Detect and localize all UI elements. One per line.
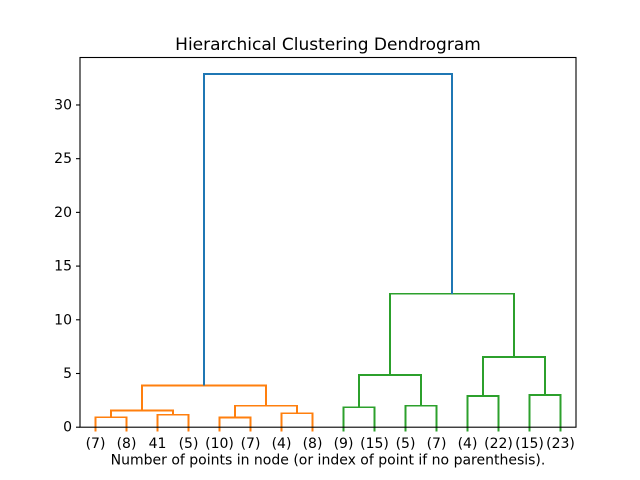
x-axis-label: Number of points in node (or index of po… — [111, 453, 546, 469]
chart-title: Hierarchical Clustering Dendrogram — [175, 35, 481, 55]
x-tick-label: (7) — [86, 436, 106, 452]
y-tick-label: 10 — [54, 312, 72, 328]
y-tick-label: 5 — [63, 366, 72, 382]
x-tick-label: (4) — [272, 436, 292, 452]
dendrogram-link — [141, 384, 267, 411]
dendrogram-link — [203, 73, 453, 386]
x-tick-label: (5) — [396, 436, 416, 452]
y-tick-label: 0 — [63, 420, 72, 436]
x-tick-label: (15) — [360, 436, 389, 452]
x-tick-label: (7) — [427, 436, 447, 452]
x-axis-ticks: (7) (8) 41 (5) (10) (7) (4) (8) (9) (15) (5) (7) (4)… — [86, 427, 575, 452]
dendrogram-link — [110, 409, 174, 418]
x-tick-label: 41 — [149, 436, 167, 452]
y-tick-label: 20 — [54, 205, 72, 221]
y-axis-ticks: 0 5 10 15 20 25 30 — [54, 97, 80, 436]
x-tick-label: (10) — [205, 436, 234, 452]
dendrogram-link — [218, 416, 252, 428]
x-tick-label: (5) — [179, 436, 199, 452]
x-tick-label: (8) — [117, 436, 137, 452]
x-tick-label: (22) — [484, 436, 513, 452]
dendrogram-link — [389, 292, 515, 375]
dendrogram-links — [94, 73, 562, 428]
x-tick-label: (9) — [334, 436, 354, 452]
dendrogram-link — [280, 412, 314, 428]
x-tick-label: (7) — [241, 436, 261, 452]
plot-area — [80, 57, 576, 428]
y-tick-label: 15 — [54, 259, 72, 275]
y-tick-label: 25 — [54, 151, 72, 167]
y-tick-label: 30 — [54, 97, 72, 113]
dendrogram-link — [482, 356, 546, 396]
x-tick-label: (8) — [303, 436, 323, 452]
x-tick-label: (4) — [458, 436, 478, 452]
x-tick-label: (23) — [546, 436, 575, 452]
axes-frame — [79, 56, 577, 428]
x-tick-label: (15) — [515, 436, 544, 452]
